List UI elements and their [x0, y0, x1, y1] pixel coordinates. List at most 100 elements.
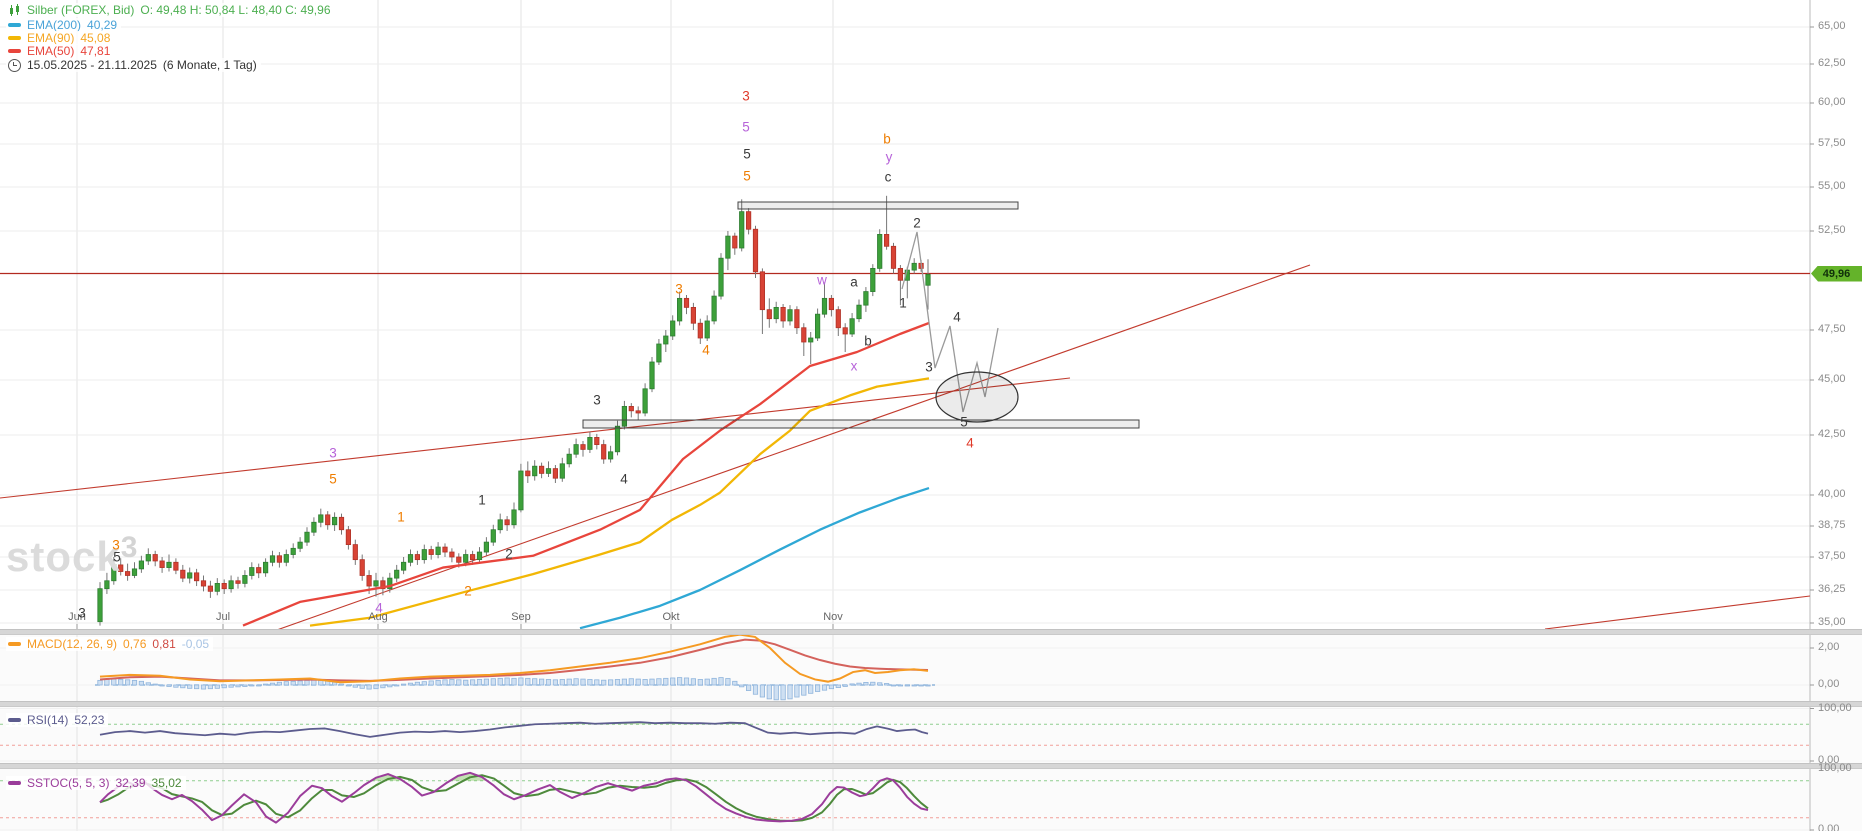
- wave-label-3[interactable]: 3: [925, 359, 933, 375]
- legend-macd-row[interactable]: MACD(12, 26, 9) 0,76 0,81 -0,05: [6, 637, 214, 651]
- wave-label-1[interactable]: 1: [478, 492, 486, 508]
- wave-label-5[interactable]: 5: [743, 168, 751, 184]
- wave-label-5[interactable]: 5: [960, 414, 968, 430]
- axis-tick-label: 57,50: [1818, 137, 1846, 149]
- steep-trendline[interactable]: [274, 264, 1311, 631]
- wave-label-4[interactable]: 4: [620, 471, 628, 487]
- wave-label-3[interactable]: 3: [329, 445, 337, 461]
- wave-label-5[interactable]: 5: [743, 146, 751, 162]
- panel-divider[interactable]: [0, 763, 1862, 769]
- rsi-value: 52,23: [74, 713, 105, 727]
- month-label-jun: Jun: [68, 611, 86, 623]
- month-label-sep: Sep: [511, 611, 531, 623]
- month-label-okt: Okt: [662, 611, 680, 623]
- rsi-label: RSI(14): [27, 713, 69, 727]
- wave-label-5[interactable]: 5: [113, 549, 121, 565]
- axis-tick-label: 40,00: [1818, 488, 1846, 500]
- resistance-box[interactable]: [737, 201, 1019, 210]
- wave-label-5[interactable]: 5: [742, 119, 750, 135]
- wave-label-3[interactable]: 3: [112, 537, 120, 553]
- main-chart-area[interactable]: [0, 195, 1811, 631]
- wave-label-y[interactable]: y: [885, 149, 893, 165]
- ohlc-values: O: 49,48 H: 50,84 L: 48,40 C: 49,96: [140, 3, 331, 17]
- axis-tick-label: 100,00: [1818, 761, 1852, 774]
- indicator-panel-bg: [0, 705, 1862, 763]
- macd-swatch-icon: [8, 642, 21, 646]
- ema200-value: 40,29: [87, 18, 118, 32]
- panel-divider[interactable]: [0, 701, 1862, 707]
- wave-label-a[interactable]: a: [850, 274, 858, 290]
- clock-icon: [8, 58, 21, 72]
- rsi-panel[interactable]: [0, 721, 1810, 746]
- wave-label-w[interactable]: w: [817, 272, 827, 288]
- axis-tick-label: 42,50: [1818, 428, 1846, 440]
- wave-label-4[interactable]: 4: [702, 342, 710, 358]
- wave-label-3[interactable]: 3: [742, 88, 750, 104]
- macd-panel[interactable]: [95, 633, 935, 701]
- axis-tick-label: 52,50: [1818, 224, 1846, 236]
- macd-line: [99, 633, 929, 684]
- wave-label-b[interactable]: b: [883, 131, 891, 147]
- wave-label-2[interactable]: 2: [464, 583, 472, 599]
- wave-label-3[interactable]: 3: [78, 605, 86, 621]
- legend-symbol-row[interactable]: Silber (FOREX, Bid) O: 49,48 H: 50,84 L:…: [6, 3, 335, 17]
- legend-range-row: 15.05.2025 - 21.11.2025 (6 Monate, 1 Tag…: [6, 58, 261, 72]
- legend-ema50-row[interactable]: EMA(50) 47,81: [6, 44, 115, 58]
- legend-ema90-row[interactable]: EMA(90) 45,08: [6, 31, 115, 45]
- candlesticks: [97, 195, 931, 626]
- axis-tick-label: 0,00: [1818, 754, 1840, 766]
- wave-label-4[interactable]: 4: [966, 435, 974, 451]
- ema90-value: 45,08: [80, 31, 111, 45]
- sstoc-label: SSTOC(5, 5, 3): [27, 776, 110, 790]
- axis-tick-label: 45,00: [1818, 373, 1846, 385]
- ema90-label: EMA(90): [27, 31, 75, 45]
- ema50-line[interactable]: [242, 321, 930, 627]
- axis-tick-label: 62,50: [1818, 57, 1846, 69]
- legend-rsi-row[interactable]: RSI(14) 52,23: [6, 713, 109, 727]
- panel-divider[interactable]: [0, 629, 1862, 635]
- last-price-badge: 49,96: [1811, 265, 1862, 282]
- wave-label-2[interactable]: 2: [505, 546, 513, 562]
- support-box[interactable]: [582, 419, 1140, 429]
- axis-tick-label: 60,00: [1818, 96, 1846, 108]
- indicator-panel-bg: [0, 767, 1862, 831]
- axis-tick-label: 2,00: [1818, 641, 1840, 653]
- legend-ema200-row[interactable]: EMA(200) 40,29: [6, 18, 122, 32]
- ema200-line[interactable]: [579, 486, 930, 629]
- wave-label-1[interactable]: 1: [397, 509, 405, 525]
- corner-trendline[interactable]: [1544, 595, 1811, 629]
- wave-label-1[interactable]: 1: [899, 295, 907, 311]
- wave-label-b[interactable]: b: [864, 333, 872, 349]
- legend-sstoc-row[interactable]: SSTOC(5, 5, 3) 32,39 35,02: [6, 776, 186, 790]
- axis-tick-label: 0,00: [1818, 823, 1840, 831]
- sstoc-d-value: 35,02: [151, 776, 182, 790]
- wave-label-3[interactable]: 3: [675, 281, 683, 297]
- wave-label-x[interactable]: x: [850, 358, 858, 374]
- sstoc-panel[interactable]: [0, 771, 1810, 824]
- wave-label-3[interactable]: 3: [593, 392, 601, 408]
- axis-tick-label: 37,50: [1818, 550, 1846, 562]
- axis-tick-label: 35,00: [1818, 616, 1846, 628]
- wave-label-5[interactable]: 5: [329, 471, 337, 487]
- vertical-gridlines: [76, 0, 834, 831]
- axis-tick-label: 38,75: [1818, 519, 1846, 531]
- macd-hist-value: -0,05: [181, 637, 210, 651]
- month-label-aug: Aug: [368, 611, 388, 623]
- projection-zigzag[interactable]: [901, 231, 999, 413]
- target-ellipse[interactable]: [935, 371, 1019, 423]
- wave-label-4[interactable]: 4: [953, 309, 961, 325]
- ema50-value: 47,81: [80, 44, 111, 58]
- ema90-line[interactable]: [309, 377, 930, 627]
- sstoc-k-line: [99, 771, 929, 824]
- indicator-panel-bg: [0, 633, 1862, 701]
- wave-label-2[interactable]: 2: [913, 215, 921, 231]
- month-label-jul: Jul: [215, 611, 231, 623]
- macd-label: MACD(12, 26, 9): [27, 637, 118, 651]
- wave-label-c[interactable]: c: [884, 169, 892, 185]
- sstoc-k-value: 32,39: [115, 776, 146, 790]
- macd-value: 0,76: [123, 637, 147, 651]
- ema200-label: EMA(200): [27, 18, 82, 32]
- wave-label-4[interactable]: 4: [375, 600, 383, 616]
- shallow-trendline[interactable]: [0, 377, 1071, 499]
